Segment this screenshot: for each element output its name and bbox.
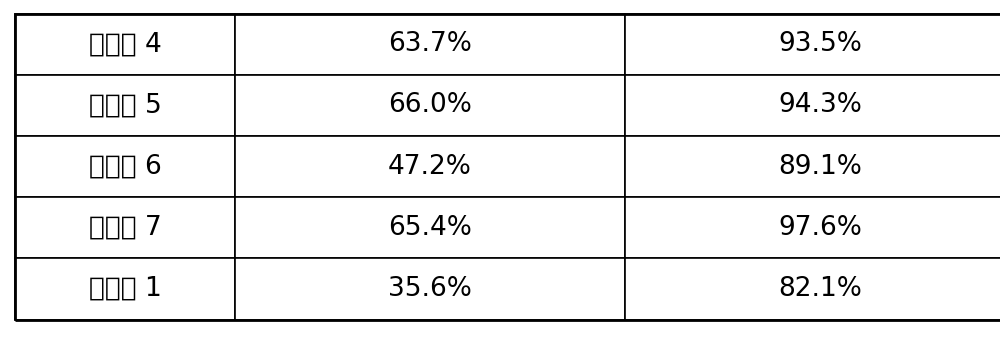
Polygon shape	[235, 136, 625, 197]
Text: 89.1%: 89.1%	[778, 154, 862, 180]
Text: 63.7%: 63.7%	[388, 31, 472, 57]
Polygon shape	[625, 197, 1000, 258]
Polygon shape	[625, 258, 1000, 320]
Polygon shape	[625, 136, 1000, 197]
Polygon shape	[15, 75, 235, 136]
Polygon shape	[625, 75, 1000, 136]
Text: 实施例 6: 实施例 6	[89, 154, 161, 180]
Text: 47.2%: 47.2%	[388, 154, 472, 180]
Text: 65.4%: 65.4%	[388, 215, 472, 241]
Polygon shape	[15, 136, 235, 197]
Text: 93.5%: 93.5%	[778, 31, 862, 57]
Polygon shape	[15, 258, 235, 320]
Text: 35.6%: 35.6%	[388, 276, 472, 302]
Polygon shape	[15, 197, 235, 258]
Polygon shape	[235, 258, 625, 320]
Polygon shape	[625, 14, 1000, 75]
Polygon shape	[235, 75, 625, 136]
Polygon shape	[235, 197, 625, 258]
Text: 97.6%: 97.6%	[778, 215, 862, 241]
Text: 94.3%: 94.3%	[778, 92, 862, 118]
Text: 实施例 7: 实施例 7	[89, 215, 161, 241]
Polygon shape	[15, 14, 235, 75]
Text: 实施例 4: 实施例 4	[89, 31, 161, 57]
Text: 对比例 1: 对比例 1	[89, 276, 161, 302]
Text: 实施例 5: 实施例 5	[89, 92, 161, 118]
Polygon shape	[235, 14, 625, 75]
Text: 82.1%: 82.1%	[778, 276, 862, 302]
Text: 66.0%: 66.0%	[388, 92, 472, 118]
